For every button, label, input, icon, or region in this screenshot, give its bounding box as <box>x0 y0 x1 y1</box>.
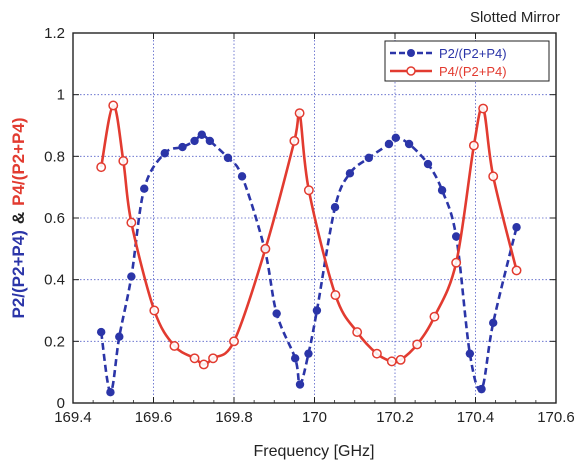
data-point-p2 <box>197 130 206 139</box>
data-point-p4 <box>126 217 137 228</box>
data-point-p4 <box>330 290 341 301</box>
data-point-p2 <box>223 153 233 163</box>
data-point-p4 <box>395 354 406 365</box>
y-tick-label: 0.2 <box>44 333 65 350</box>
data-point-p2 <box>465 349 475 358</box>
data-point-p2 <box>237 172 247 181</box>
data-point-p4 <box>478 103 489 114</box>
y-axis-title: P2/(P2+P4) & P4/(P2+P4) <box>9 118 28 319</box>
data-point-p2 <box>115 332 124 341</box>
data-point-p2 <box>364 153 374 163</box>
legend-marker-p2 <box>407 49 415 57</box>
data-point-p2 <box>423 159 433 169</box>
data-point-p4 <box>198 359 209 370</box>
y-axis-title-p4: P4/(P2+P4) <box>9 118 28 206</box>
data-point-p4 <box>386 356 397 367</box>
data-point-p2 <box>512 223 521 232</box>
series-layer <box>96 100 522 397</box>
legend-label-p4: P4/(P2+P4) <box>439 64 507 79</box>
data-point-p2 <box>178 142 187 152</box>
data-point-p2 <box>345 169 355 178</box>
data-point-p4 <box>108 100 119 111</box>
data-point-p2 <box>451 232 461 241</box>
data-point-p4 <box>412 339 423 350</box>
data-point-p4 <box>511 265 522 276</box>
data-point-p4 <box>149 305 160 316</box>
data-point-p4 <box>229 336 239 347</box>
y-tick-label: 1 <box>57 87 65 104</box>
data-point-p2 <box>391 133 401 143</box>
data-point-p4 <box>118 156 129 166</box>
x-tick-label: 169.8 <box>215 409 253 426</box>
data-point-p2 <box>404 139 414 149</box>
x-axis-title: Frequency [GHz] <box>254 443 375 460</box>
data-point-p2 <box>489 318 498 328</box>
data-point-p2 <box>330 203 340 212</box>
data-point-p2 <box>205 136 215 146</box>
data-point-p4 <box>260 243 271 254</box>
data-point-p4 <box>189 353 200 364</box>
data-point-p4 <box>371 348 382 359</box>
y-axis-title-p2: P2/(P2+P4) <box>9 230 28 318</box>
series-p2 <box>96 130 521 397</box>
data-point-p4 <box>294 108 305 119</box>
x-tick-label: 170 <box>302 409 327 426</box>
x-tick-label: 170.6 <box>537 409 575 426</box>
data-point-p4 <box>451 257 462 268</box>
data-point-p2 <box>160 149 169 158</box>
y-tick-label: 1.2 <box>44 25 65 42</box>
legend-label-p2: P2/(P2+P4) <box>439 46 507 61</box>
data-point-p2 <box>312 306 322 315</box>
data-point-p2 <box>384 139 394 149</box>
y-tick-label: 0.6 <box>44 210 65 227</box>
data-point-p2 <box>437 186 447 195</box>
data-point-p4 <box>169 341 180 351</box>
y-tick-label: 0.8 <box>44 148 65 165</box>
x-tick-label: 169.4 <box>54 409 92 426</box>
data-point-p2 <box>272 309 281 318</box>
data-point-p4 <box>96 162 107 173</box>
data-point-p4 <box>429 311 440 322</box>
data-point-p4 <box>468 140 479 151</box>
data-point-p2 <box>477 384 486 394</box>
data-point-p2 <box>106 388 115 397</box>
data-point-p4 <box>303 185 314 196</box>
x-tick-label: 169.6 <box>135 409 173 426</box>
grid <box>73 33 556 403</box>
y-tick-label: 0 <box>57 395 65 412</box>
data-point-p2 <box>127 272 136 281</box>
data-point-p4 <box>289 135 300 146</box>
data-point-p4 <box>488 171 499 182</box>
data-point-p2 <box>140 184 149 193</box>
chart-title: Slotted Mirror <box>470 9 560 26</box>
series-p4 <box>96 100 522 370</box>
x-tick-label: 170.4 <box>457 409 495 426</box>
axis-ticks: 169.4 169.6 169.8 170 170.2 170.4 170.6 0 0.2 0.4… <box>44 25 575 426</box>
y-tick-label: 0.4 <box>44 272 65 289</box>
data-point-p4 <box>208 353 219 364</box>
x-tick-label: 170.2 <box>376 409 414 426</box>
data-point-p2 <box>304 349 313 358</box>
data-point-p2 <box>190 136 199 146</box>
data-point-p2 <box>295 380 305 389</box>
y-axis-title-and: & <box>9 212 28 224</box>
data-point-p4 <box>352 327 363 338</box>
legend-marker-p4 <box>406 66 416 76</box>
legend: P2/(P2+P4) P4/(P2+P4) <box>384 40 550 82</box>
data-point-p2 <box>290 354 300 363</box>
data-point-p2 <box>96 327 106 337</box>
